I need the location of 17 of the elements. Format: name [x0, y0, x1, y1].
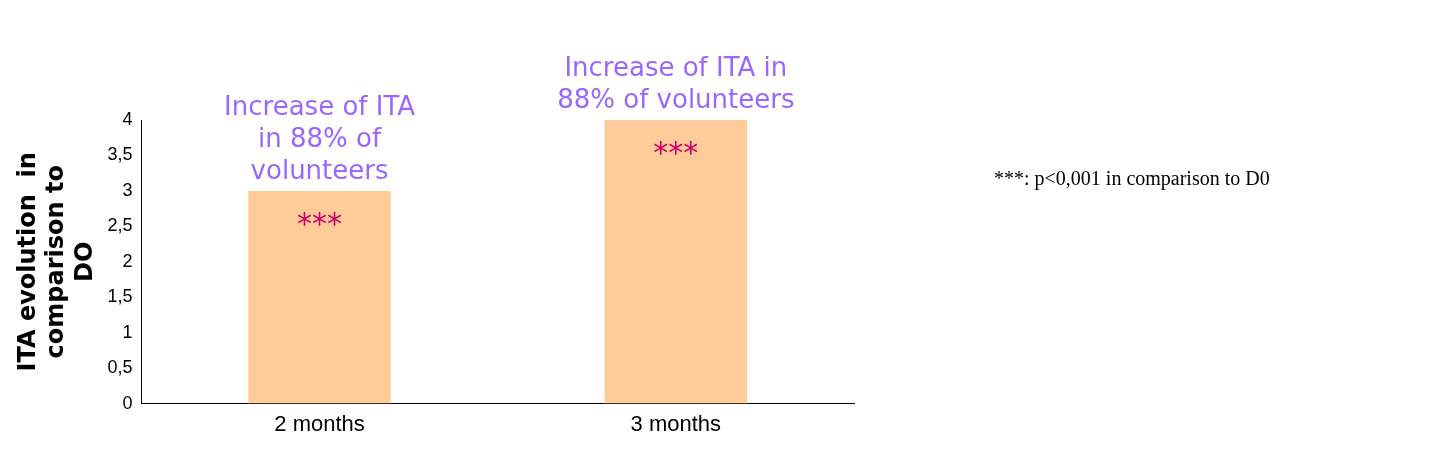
y-tick-label: 1,5	[107, 286, 133, 307]
y-axis-title: ITA evolution in comparison to DO	[12, 152, 99, 372]
y-tick-label: 2	[122, 250, 133, 271]
annotation: Increase of ITA in 88% of volunteers	[224, 90, 416, 185]
annotation: Increase of ITA in 88% of volunteers	[557, 51, 795, 114]
y-tick-label: 3,5	[107, 144, 133, 165]
y-tick-label: 2,5	[107, 215, 133, 236]
x-tick-label: 2 months	[274, 410, 365, 436]
data-label: ***	[297, 205, 343, 241]
y-tick-label: 0,5	[107, 357, 133, 378]
data-label: ***	[653, 134, 699, 170]
x-tick-label: 3 months	[630, 410, 722, 436]
text: ***: p<0,001 in comparison to D0	[994, 167, 1270, 191]
y-tick-label: 4	[122, 108, 133, 129]
y-tick-label: 0	[122, 392, 133, 413]
y-tick-label: 1	[122, 321, 133, 342]
y-tick-label: 3	[122, 179, 133, 200]
